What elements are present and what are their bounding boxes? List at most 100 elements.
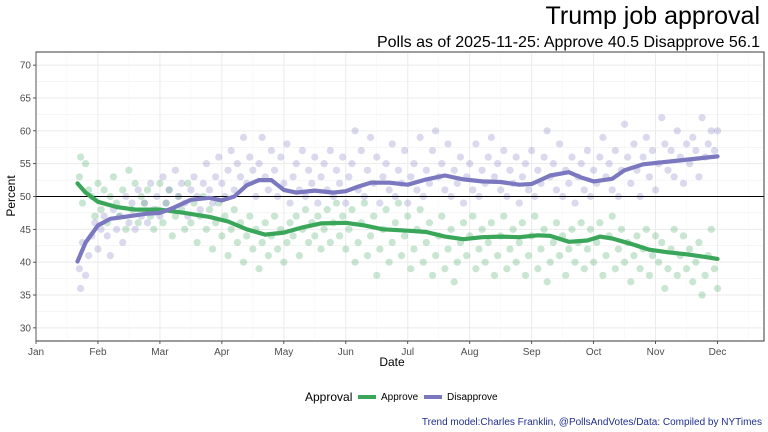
approve-poll-point xyxy=(202,225,210,233)
approve-poll-point xyxy=(509,225,517,233)
approve-poll-point xyxy=(651,232,660,240)
disapprove-poll-point xyxy=(500,146,508,155)
x-tick-label: Sep xyxy=(523,347,541,358)
disapprove-poll-point xyxy=(147,179,155,187)
disapprove-poll-point xyxy=(264,186,272,194)
disapprove-poll-point xyxy=(320,160,328,168)
disapprove-poll-point xyxy=(534,166,542,174)
y-tick-label: 35 xyxy=(20,291,32,302)
approve-poll-point xyxy=(636,265,644,273)
disapprove-poll-point xyxy=(667,146,675,155)
y-axis: 30 35 40 45 50 55 60 65 70 xyxy=(20,61,36,334)
approve-poll-point xyxy=(512,258,520,266)
approve-poll-point xyxy=(305,238,313,247)
disapprove-poll-point xyxy=(438,160,446,168)
approve-poll-point xyxy=(404,212,412,220)
disapprove-poll-point xyxy=(428,146,437,155)
x-tick-label: Jul xyxy=(401,347,414,358)
disapprove-poll-point xyxy=(590,166,598,174)
disapprove-poll-point xyxy=(233,160,241,168)
approve-poll-point xyxy=(376,245,384,253)
disapprove-poll-point xyxy=(239,133,248,141)
approve-poll-point xyxy=(261,219,269,227)
approve-poll-point xyxy=(453,258,461,266)
disapprove-poll-point xyxy=(171,166,180,174)
approve-poll-point xyxy=(450,278,458,286)
disapprove-poll-point xyxy=(335,179,344,187)
disapprove-poll-point xyxy=(379,173,387,181)
disapprove-poll-point xyxy=(450,166,458,174)
approve-poll-point xyxy=(611,265,619,273)
disapprove-poll-point xyxy=(404,199,412,207)
approve-poll-point xyxy=(143,186,152,194)
disapprove-poll-point xyxy=(565,179,573,187)
approve-poll-point xyxy=(416,206,424,214)
approve-poll-point xyxy=(521,271,530,279)
disapprove-poll-point xyxy=(165,186,173,194)
approve-poll-point xyxy=(614,245,623,253)
approve-poll-point xyxy=(218,232,226,240)
disapprove-poll-point xyxy=(670,173,678,181)
approve-poll-point xyxy=(286,219,294,227)
disapprove-poll-point xyxy=(94,245,102,253)
disapprove-poll-point xyxy=(159,173,167,181)
approve-poll-point xyxy=(388,238,396,247)
approve-poll-point xyxy=(292,212,300,220)
approve-poll-point xyxy=(620,258,629,266)
disapprove-poll-point xyxy=(493,160,502,168)
approve-poll-point xyxy=(590,258,598,266)
disapprove-poll-point xyxy=(348,160,356,168)
disapprove-poll-point xyxy=(270,166,279,174)
disapprove-poll-point xyxy=(85,252,93,260)
approve-poll-point xyxy=(487,219,495,227)
disapprove-poll-point xyxy=(112,225,121,233)
approve-poll-point xyxy=(165,186,173,194)
disapprove-poll-point xyxy=(215,153,223,161)
approve-poll-point xyxy=(385,258,393,266)
approve-poll-point xyxy=(701,271,709,279)
disapprove-poll-point xyxy=(187,186,195,194)
disapprove-poll-point xyxy=(280,179,288,187)
approve-poll-point xyxy=(382,206,390,214)
approve-poll-point xyxy=(193,238,201,247)
approve-poll-point xyxy=(686,245,694,253)
approve-poll-point xyxy=(320,225,328,233)
disapprove-poll-point xyxy=(568,153,576,161)
approve-poll-point xyxy=(122,225,130,233)
disapprove-poll-point xyxy=(292,160,300,168)
approve-poll-point xyxy=(481,258,489,266)
disapprove-poll-point xyxy=(119,238,127,247)
disapprove-poll-point xyxy=(342,199,350,207)
approve-poll-point xyxy=(648,252,657,260)
disapprove-poll-point xyxy=(143,219,152,227)
disapprove-poll-point xyxy=(345,173,353,181)
disapprove-poll-point xyxy=(599,133,607,141)
approve-poll-point xyxy=(543,278,551,286)
plot-border xyxy=(35,51,765,342)
disapprove-poll-point xyxy=(97,225,105,233)
approve-poll-point xyxy=(463,252,471,260)
disapprove-poll-point xyxy=(698,114,706,122)
disapprove-poll-point xyxy=(524,186,533,194)
disapprove-poll-point xyxy=(645,173,653,181)
approve-poll-point xyxy=(314,212,322,220)
approve-poll-point xyxy=(156,179,164,187)
approve-poll-point xyxy=(360,199,368,207)
approve-poll-point xyxy=(673,271,681,279)
approve-poll-point xyxy=(131,179,139,187)
x-tick-label: Feb xyxy=(89,347,107,358)
x-tick-label: Aug xyxy=(461,347,479,358)
approve-poll-point xyxy=(77,153,85,161)
disapprove-poll-point xyxy=(515,199,523,207)
approve-poll-point xyxy=(208,245,217,253)
approve-poll-point xyxy=(187,219,195,227)
approve-poll-point xyxy=(537,245,545,253)
approve-poll-point xyxy=(655,258,663,266)
x-tick-label: Jun xyxy=(338,347,354,358)
y-tick-label: 60 xyxy=(20,126,32,137)
approve-poll-point xyxy=(270,212,279,220)
approve-poll-point xyxy=(552,219,561,227)
approve-poll-point xyxy=(258,238,266,247)
approve-poll-point xyxy=(94,179,102,187)
approve-poll-point xyxy=(348,206,356,214)
